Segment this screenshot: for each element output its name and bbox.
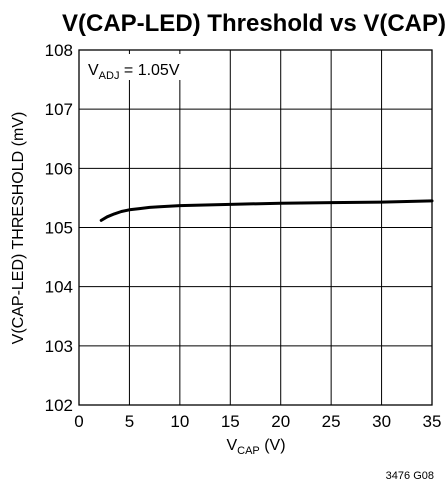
y-axis-label: V(CAP-LED) THRESHOLD (mV)	[10, 112, 27, 345]
y-tick-label: 103	[45, 337, 73, 356]
y-tick-label: 104	[45, 278, 73, 297]
x-tick-label: 10	[170, 412, 189, 431]
y-tick-label: 107	[45, 100, 73, 119]
x-tick-label: 5	[125, 412, 134, 431]
x-tick-label: 35	[423, 412, 442, 431]
y-tick-label: 102	[45, 396, 73, 415]
y-tick-label: 108	[45, 41, 73, 60]
x-tick-label: 20	[271, 412, 290, 431]
x-tick-label: 15	[221, 412, 240, 431]
y-tick-labels: 102 103 104 105 106 107 108	[45, 41, 73, 415]
annotation-vadj: VADJ = 1.05V	[88, 62, 180, 82]
x-axis-label: VCAP (V)	[226, 437, 285, 457]
x-tick-label: 30	[372, 412, 391, 431]
figure-id: 3476 G08	[386, 470, 434, 482]
annotation-background	[83, 54, 187, 80]
x-tick-label: 0	[74, 412, 83, 431]
series-line	[99, 199, 434, 222]
plot-frame	[78, 49, 433, 406]
grid	[78, 49, 433, 406]
y-tick-label: 106	[45, 159, 73, 178]
x-tick-labels: 0 5 10 15 20 25 30 35	[74, 412, 441, 431]
x-tick-label: 25	[322, 412, 341, 431]
chart-title: V(CAP-LED) Threshold vs V(CAP)	[62, 10, 446, 37]
y-tick-label: 105	[45, 219, 73, 238]
